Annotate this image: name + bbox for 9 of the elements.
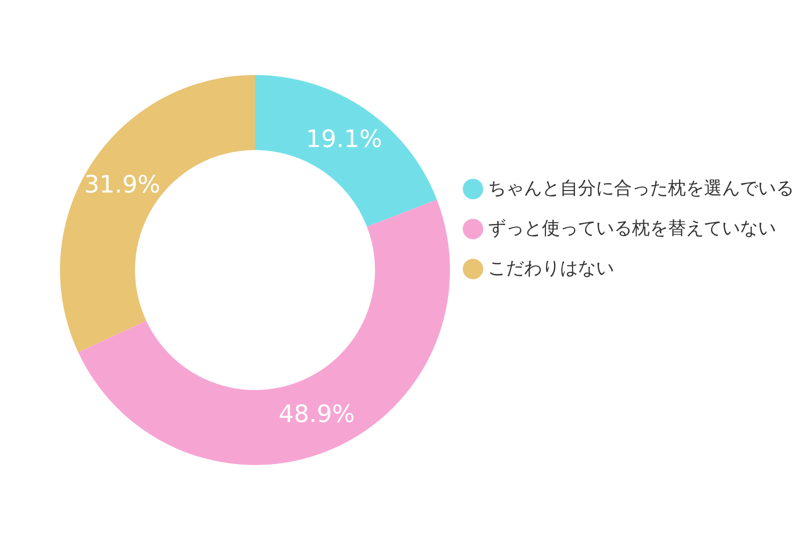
donut-slice xyxy=(60,75,255,352)
donut-slice xyxy=(255,75,437,227)
legend-label: ちゃんと自分に合った枕を選んでいる xyxy=(488,178,794,199)
donut-slice xyxy=(78,200,450,465)
data-label: 31.9% xyxy=(84,170,160,198)
legend-label: こだわりはない xyxy=(488,258,614,279)
data-label: 48.9% xyxy=(278,400,355,428)
legend-label: ずっと使っている枕を替えていない xyxy=(488,218,776,239)
data-label: 19.1% xyxy=(306,125,382,154)
